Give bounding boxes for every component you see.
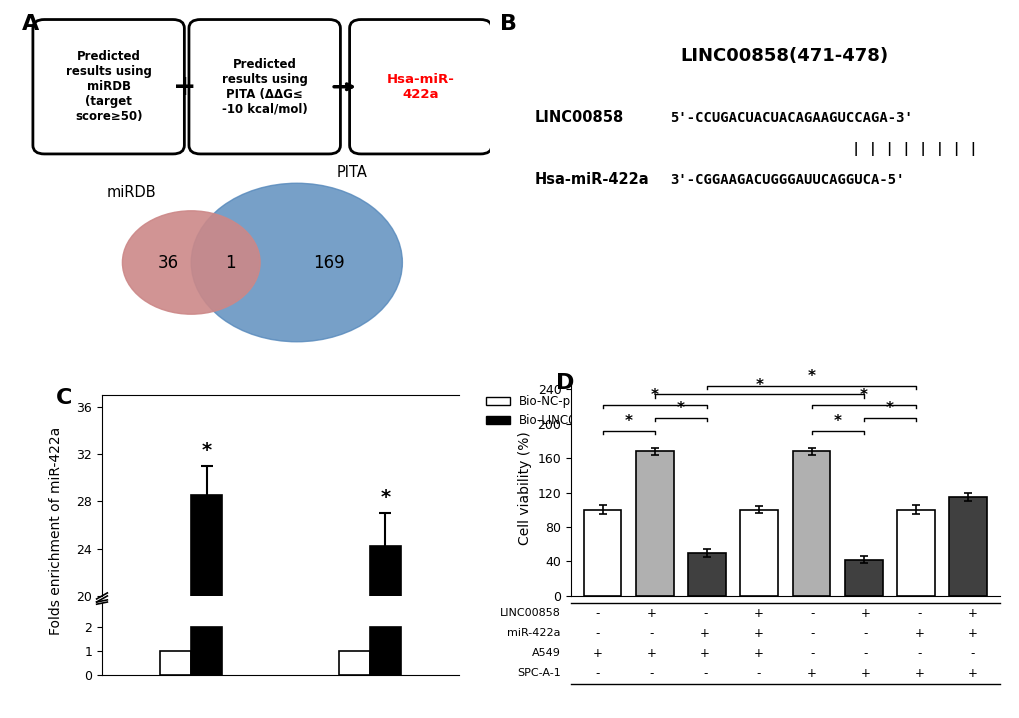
Text: 169: 169 [313, 253, 344, 271]
Bar [192, 627, 222, 675]
Text: 5'-CCUGACUACUACAGAAGUCCAGA-3': 5'-CCUGACUACUACAGAAGUCCAGA-3' [669, 111, 912, 125]
Text: -: - [809, 627, 813, 640]
Text: LINC00858(471-478): LINC00858(471-478) [680, 47, 889, 65]
Text: -: - [595, 667, 599, 680]
Text: Folds enrichment of miR-422a: Folds enrichment of miR-422a [49, 427, 63, 635]
Text: *: * [677, 401, 684, 416]
Text: -: - [649, 627, 653, 640]
Text: +: + [753, 627, 763, 640]
Text: +: + [913, 667, 923, 680]
Text: miR-422a: miR-422a [507, 628, 560, 638]
Text: +: + [592, 647, 602, 660]
Text: *: * [380, 488, 390, 507]
Text: -: - [649, 667, 653, 680]
Text: +: + [699, 647, 709, 660]
Text: *: * [807, 370, 815, 384]
Text: +: + [860, 667, 870, 680]
Text: -: - [595, 627, 599, 640]
Circle shape [191, 183, 401, 342]
Bar [583, 510, 621, 596]
Text: -: - [970, 647, 974, 660]
Bar [844, 560, 881, 596]
Text: -: - [916, 647, 920, 660]
Text: Hsa-miR-422a: Hsa-miR-422a [534, 172, 649, 187]
Text: -: - [702, 607, 706, 620]
Text: +: + [860, 607, 870, 620]
Bar [636, 451, 673, 596]
Bar [688, 553, 726, 596]
FancyBboxPatch shape [33, 19, 184, 154]
Text: PITA: PITA [336, 165, 367, 180]
Text: -: - [702, 667, 706, 680]
Text: *: * [859, 388, 867, 404]
Bar [160, 651, 192, 675]
Circle shape [122, 211, 260, 314]
Bar [369, 546, 400, 718]
Bar [792, 451, 829, 596]
Text: +: + [913, 627, 923, 640]
Text: +: + [753, 647, 763, 660]
Text: miRDB: miRDB [107, 185, 156, 200]
Text: +: + [646, 607, 656, 620]
Text: A: A [21, 14, 39, 34]
Text: *: * [886, 401, 893, 416]
Text: 36: 36 [158, 253, 178, 271]
Text: -: - [595, 607, 599, 620]
Text: C: C [56, 388, 72, 408]
Text: *: * [754, 378, 762, 393]
Text: +: + [967, 607, 977, 620]
Bar [740, 510, 777, 596]
FancyBboxPatch shape [350, 19, 491, 154]
Text: | | | | | | | |: | | | | | | | | [852, 141, 977, 156]
Text: B: B [499, 14, 517, 34]
Legend: Bio-NC-probe, Bio-LINC00858-probe: Bio-NC-probe, Bio-LINC00858-probe [481, 391, 649, 432]
Text: -: - [863, 647, 867, 660]
Text: *: * [833, 414, 841, 429]
Text: D: D [555, 373, 574, 393]
Text: Predicted
results using
miRDB
(target
score≥50): Predicted results using miRDB (target sc… [65, 50, 152, 123]
Bar [338, 651, 370, 675]
Bar [369, 627, 400, 675]
Text: A549: A549 [532, 648, 560, 658]
Bar [949, 497, 986, 596]
Text: *: * [650, 388, 658, 404]
Text: +: + [172, 73, 196, 101]
Text: +: + [967, 627, 977, 640]
Text: +: + [967, 667, 977, 680]
Text: 3'-CGGAAGACUGGGAUUCAGGUCA-5': 3'-CGGAAGACUGGGAUUCAGGUCA-5' [669, 173, 904, 187]
Bar [192, 495, 222, 718]
Text: LINC00858: LINC00858 [499, 608, 560, 618]
Text: 1: 1 [225, 253, 235, 271]
Text: LINC00858: LINC00858 [534, 111, 624, 125]
Text: -: - [916, 607, 920, 620]
Text: SPC-A-1: SPC-A-1 [517, 668, 560, 679]
Text: +: + [699, 627, 709, 640]
Text: +: + [646, 647, 656, 660]
Text: -: - [809, 647, 813, 660]
Text: Hsa-miR-
422a: Hsa-miR- 422a [386, 73, 454, 101]
Bar [897, 510, 933, 596]
Text: -: - [756, 667, 760, 680]
Text: +: + [806, 667, 816, 680]
Text: Predicted
results using
PITA (ΔΔG≤
-10 kcal/mol): Predicted results using PITA (ΔΔG≤ -10 k… [221, 57, 308, 116]
Text: -: - [863, 627, 867, 640]
Y-axis label: Cell viability (%): Cell viability (%) [518, 432, 532, 545]
Text: *: * [624, 414, 632, 429]
Text: *: * [202, 441, 212, 460]
FancyBboxPatch shape [189, 19, 340, 154]
Text: +: + [753, 607, 763, 620]
Text: -: - [809, 607, 813, 620]
